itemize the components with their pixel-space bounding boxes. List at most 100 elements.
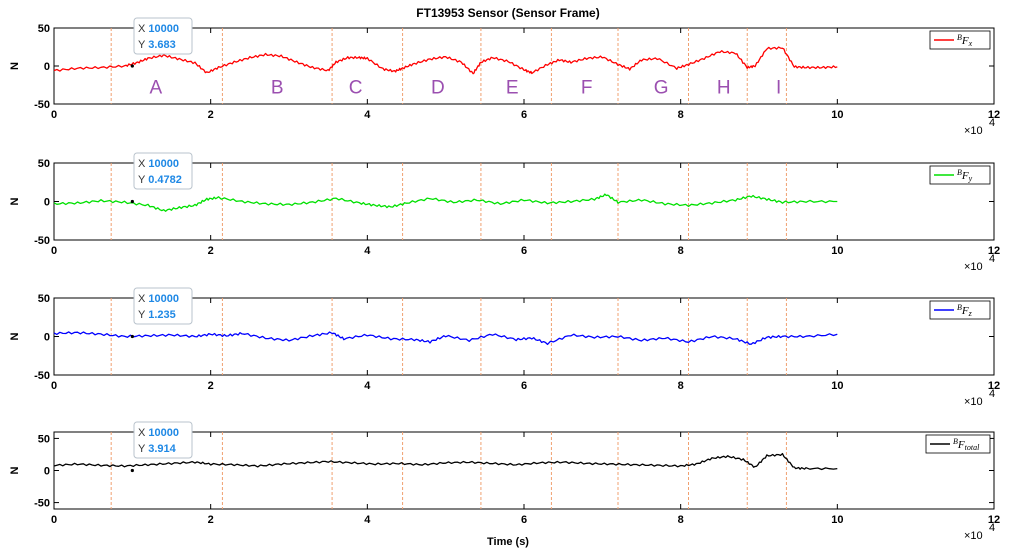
y-tick-label: 0 [44,61,50,73]
data-tip-x: X 10000 [138,293,179,305]
x-tick-label: 4 [364,109,371,121]
segment-label: F [581,77,593,98]
y-axis-label: N [9,62,21,70]
x-tick-label: 6 [521,514,527,526]
y-axis-label: N [9,332,21,340]
x-tick-label: 12 [988,514,1000,526]
x-tick-label: 6 [521,109,527,121]
x-tick-label: 8 [678,380,684,392]
segment-label: E [506,77,519,98]
x-tick-label: 6 [521,245,527,257]
x-tick-label: 4 [364,245,371,257]
y-tick-label: 0 [44,332,50,344]
x-multiplier: ×10 [964,530,983,542]
x-multiplier: ×10 [964,261,983,273]
y-tick-label: 50 [38,23,50,35]
segment-label: H [717,77,731,98]
segment-label: B [271,77,284,98]
y-axis-label: N [9,466,21,474]
y-tick-label: 50 [38,158,50,170]
data-tip-y: Y 0.4782 [138,174,182,186]
data-tip-box [133,287,193,325]
x-tick-label: 6 [521,380,527,392]
plot-area [53,162,995,241]
x-tick-label: 0 [51,109,57,121]
x-tick-label: 10 [831,245,843,257]
x-tick-label: 2 [208,380,214,392]
legend-label: BFx [957,33,973,48]
x-tick-label: 2 [208,245,214,257]
legend-label: BFz [957,303,973,318]
data-tip[interactable]: X 10000 Y 3.683 [133,17,193,55]
data-tip-box [133,17,193,55]
x-tick-label: 12 [988,109,1000,121]
x-tick-label: 12 [988,380,1000,392]
x-tick-label: 4 [364,380,371,392]
data-tip-x: X 10000 [138,158,179,170]
legend-box [929,30,991,50]
legend-label: BFy [957,168,973,183]
series-line-BFz [53,331,838,346]
plot-area [53,431,995,510]
x-tick-label: 0 [51,514,57,526]
y-tick-label: -50 [34,99,50,111]
x-tick-label: 8 [678,245,684,257]
data-tip[interactable]: X 10000 Y 3.914 [133,421,193,459]
segment-label: C [349,77,363,98]
series-line-BFy [53,193,838,212]
x-multiplier-exponent: 4 [989,522,995,534]
data-tip-marker [130,64,134,68]
chart-title: FT13953 Sensor (Sensor Frame) [416,6,599,20]
x-tick-label: 4 [364,514,371,526]
x-tick-label: 10 [831,109,843,121]
y-axis-label: N [9,197,21,205]
x-tick-label: 10 [831,514,843,526]
data-tip-box [133,152,193,190]
x-tick-label: 2 [208,514,214,526]
x-axis-label: Time (s) [487,536,529,548]
x-multiplier: ×10 [964,125,983,137]
y-tick-label: -50 [34,235,50,247]
plot-area [53,27,995,105]
segment-label: G [654,77,669,98]
x-tick-label: 0 [51,380,57,392]
data-tip-box [133,421,193,459]
x-multiplier-exponent: 4 [989,253,995,265]
data-tip-y: Y 3.914 [138,443,177,455]
data-tip-marker [130,334,134,339]
data-tip-y: Y 1.235 [138,309,176,321]
data-tip-y: Y 3.683 [138,39,176,51]
y-tick-label: -50 [34,498,50,510]
x-multiplier-exponent: 4 [989,388,995,400]
x-multiplier: ×10 [964,396,983,408]
data-tip-marker [130,199,134,204]
x-tick-label: 8 [678,109,684,121]
segment-label: D [431,77,445,98]
y-tick-label: 50 [38,433,50,445]
data-tip[interactable]: X 10000 Y 0.4782 [133,152,193,190]
legend-label: BFtotal [953,437,980,452]
data-tip-x: X 10000 [138,427,179,439]
segment-label: A [149,77,162,98]
data-tip-x: X 10000 [138,23,179,35]
legend-box [929,300,991,320]
x-tick-label: 2 [208,109,214,121]
y-tick-label: -50 [34,370,50,382]
x-tick-label: 10 [831,380,843,392]
series-line-BFx [53,46,838,75]
y-tick-label: 50 [38,293,50,305]
data-tip[interactable]: X 10000 Y 1.235 [133,287,193,325]
x-tick-label: 0 [51,245,57,257]
data-tip-marker [130,468,134,473]
x-tick-label: 12 [988,245,1000,257]
y-tick-label: 0 [44,197,50,209]
segment-label: I [776,77,781,98]
x-tick-label: 8 [678,514,684,526]
x-multiplier-exponent: 4 [989,117,995,129]
series-line-BFtotal [53,452,838,471]
